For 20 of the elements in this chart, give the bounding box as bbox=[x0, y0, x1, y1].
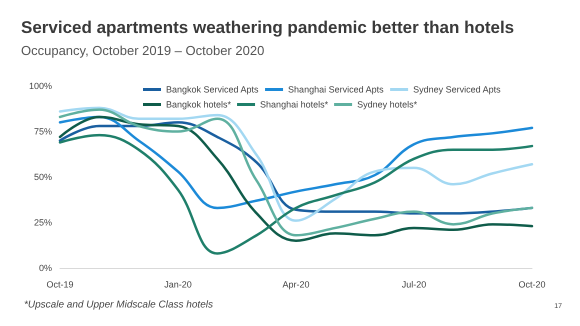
x-tick-label: Oct-19 bbox=[46, 280, 74, 290]
legend-label: Bangkok hotels* bbox=[166, 100, 232, 110]
x-tick-label: Oct-20 bbox=[518, 280, 546, 290]
legend-label: Bangkok Serviced Apts bbox=[166, 84, 260, 94]
y-tick-label: 50% bbox=[34, 172, 52, 182]
legend-label: Sydney hotels* bbox=[357, 100, 418, 110]
y-tick-label: 100% bbox=[28, 81, 52, 91]
y-tick-label: 0% bbox=[38, 263, 52, 273]
line-series bbox=[58, 134, 534, 255]
chart-title: Serviced apartments weathering pandemic better than hotels bbox=[21, 18, 514, 37]
legend-label: Sydney Serviced Apts bbox=[413, 84, 502, 94]
text: *Upscale and Upper Midscale Class hotels bbox=[24, 300, 213, 310]
y-tick-label: 75% bbox=[34, 126, 52, 136]
x-tick-label: Jan-20 bbox=[164, 280, 192, 290]
legend-label: Shanghai hotels* bbox=[260, 100, 329, 110]
legend-label: Shanghai Serviced Apts bbox=[288, 84, 384, 94]
x-tick-label: Jul-20 bbox=[402, 280, 426, 290]
y-tick-label: 25% bbox=[34, 218, 52, 228]
chart-subtitle: Occupancy, October 2019 – October 2020 bbox=[21, 43, 264, 58]
x-tick-label: Apr-20 bbox=[282, 280, 310, 290]
